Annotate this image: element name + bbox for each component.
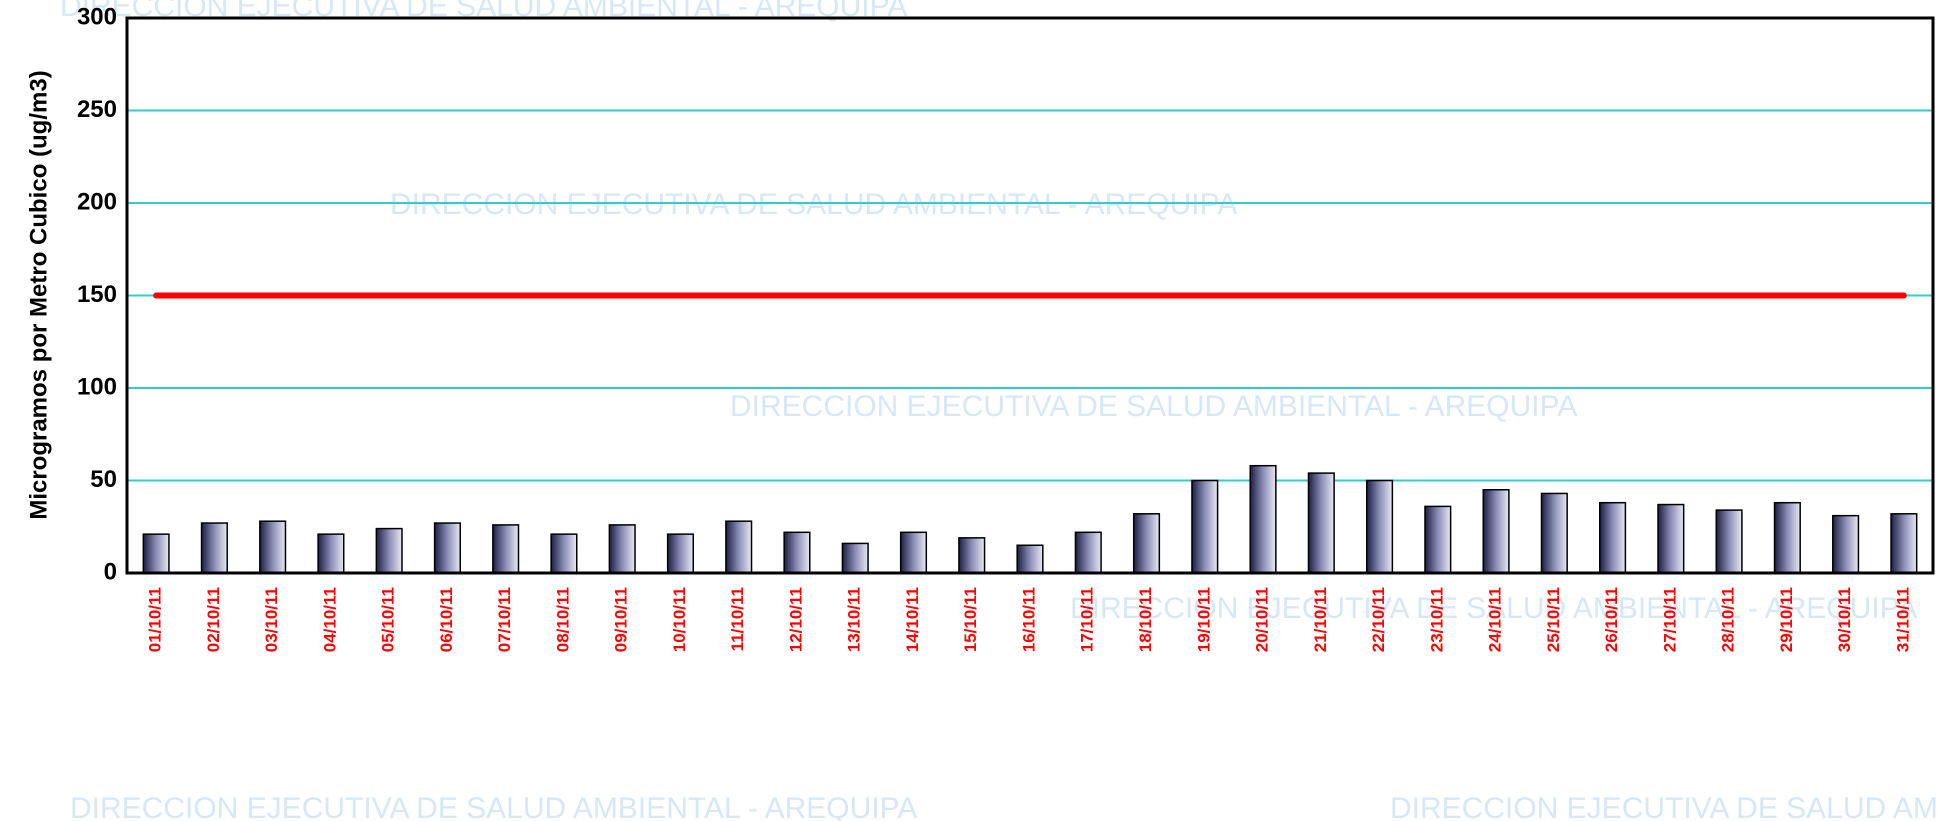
y-tick-label: 250 [77, 96, 117, 123]
bar [668, 534, 694, 573]
x-tick-label: 04/10/11 [320, 587, 339, 652]
bar [143, 534, 169, 573]
watermark: DIRECCION EJECUTIVA DE SALUD AMBIENTAL -… [390, 188, 1237, 221]
x-tick-label: 31/10/11 [1893, 587, 1912, 652]
bar [1542, 493, 1568, 573]
x-tick-label: 09/10/11 [612, 587, 631, 652]
x-tick-label: 05/10/11 [379, 587, 398, 652]
bar [842, 543, 868, 573]
bar [1833, 516, 1859, 573]
y-axis-title: Microgramos por Metro Cubico (ug/m3) [25, 70, 52, 519]
bar [1075, 532, 1101, 573]
x-tick-label: 10/10/11 [670, 587, 689, 652]
x-tick-label: 11/10/11 [728, 587, 747, 651]
x-tick-label: 19/10/11 [1194, 587, 1213, 652]
bar [318, 534, 344, 573]
x-tick-label: 30/10/11 [1835, 587, 1854, 652]
x-tick-label: 18/10/11 [1136, 587, 1155, 652]
x-tick-label: 08/10/11 [553, 587, 572, 652]
watermark: DIRECCION EJECUTIVA DE SALUD AMBIENTAL -… [70, 792, 917, 821]
bar [1192, 481, 1218, 574]
bar [1017, 545, 1043, 573]
x-tick-label: 06/10/11 [437, 587, 456, 652]
bar [1425, 506, 1451, 573]
x-tick-label: 28/10/11 [1719, 587, 1738, 652]
bar [784, 532, 810, 573]
bar [1308, 473, 1334, 573]
chart: DIRECCION EJECUTIVA DE SALUD AMBIENTAL -… [0, 0, 1937, 821]
y-tick-label: 150 [77, 281, 117, 308]
bar [1367, 481, 1393, 574]
bar [202, 523, 228, 573]
bar [493, 525, 519, 573]
bar [959, 538, 985, 573]
x-tick-label: 02/10/11 [204, 587, 223, 652]
x-tick-label: 20/10/11 [1253, 587, 1272, 652]
x-tick-label: 27/10/11 [1660, 587, 1679, 652]
x-tick-label: 03/10/11 [262, 587, 281, 652]
x-tick-label: 16/10/11 [1019, 587, 1038, 652]
bar [1134, 514, 1160, 573]
bar [1600, 503, 1626, 573]
x-tick-label: 24/10/11 [1486, 587, 1505, 652]
x-tick-label: 26/10/11 [1602, 587, 1621, 652]
bar [1891, 514, 1917, 573]
bar [260, 521, 286, 573]
bar [609, 525, 635, 573]
x-tick-label: 12/10/11 [786, 587, 805, 652]
x-tick-label: 13/10/11 [845, 587, 864, 652]
x-tick-label: 29/10/11 [1777, 587, 1796, 652]
bar [376, 529, 402, 573]
x-tick-label: 22/10/11 [1369, 587, 1388, 652]
watermarks: DIRECCION EJECUTIVA DE SALUD AMBIENTAL -… [60, 0, 1937, 821]
bar [1250, 466, 1276, 573]
y-tick-label: 100 [77, 373, 117, 400]
watermark: DIRECCION EJECUTIVA DE SALUD AMBIENTAL -… [730, 390, 1577, 423]
watermark: DIRECCION EJECUTIVA DE SALUD AMBIENTAL -… [1390, 792, 1937, 821]
y-tick-label: 0 [104, 558, 117, 585]
y-tick-label: 200 [77, 188, 117, 215]
x-tick-label: 07/10/11 [495, 587, 514, 652]
bar [1716, 510, 1742, 573]
bar [1658, 505, 1684, 573]
bar [1483, 490, 1509, 573]
bar [551, 534, 577, 573]
x-tick-label: 21/10/11 [1311, 587, 1330, 652]
x-tick-label: 23/10/11 [1427, 587, 1446, 652]
x-tick-label: 01/10/11 [146, 587, 165, 652]
y-tick-label: 300 [77, 3, 117, 30]
bar [1775, 503, 1801, 573]
bar [435, 523, 461, 573]
y-tick-label: 50 [90, 466, 117, 493]
x-tick-label: 15/10/11 [961, 587, 980, 652]
bar [726, 521, 752, 573]
bar [901, 532, 927, 573]
x-tick-label: 14/10/11 [903, 587, 922, 652]
x-tick-label: 17/10/11 [1078, 587, 1097, 652]
x-tick-label: 25/10/11 [1544, 587, 1563, 652]
page: DIRECCION EJECUTIVA DE SALUD AMBIENTAL -… [0, 0, 1937, 821]
